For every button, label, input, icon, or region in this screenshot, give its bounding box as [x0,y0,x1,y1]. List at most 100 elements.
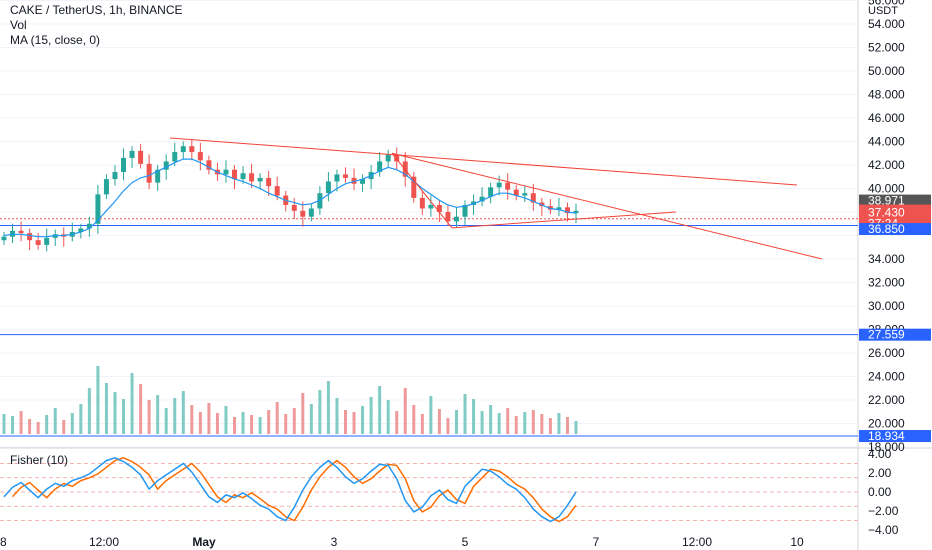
volume-bar [523,412,527,434]
price-badge-label: 27.559 [868,328,905,342]
time-tick-label: 7 [593,535,600,549]
price-badge [859,223,931,236]
candle-body [411,176,417,198]
price-tick-label: 56.000 [868,0,905,8]
symbol-legend[interactable]: CAKE / TetherUS, 1h, BINANCE [10,3,183,17]
volume-bar [369,397,373,434]
time-tick-label: 28 [0,535,7,549]
price-badge [859,194,931,207]
candle-body [197,152,203,161]
time-tick-label: 12:00 [682,535,712,549]
candle-body [488,187,494,197]
volume-bar [378,386,382,434]
candle-body [121,157,127,173]
volume-bar [87,388,91,434]
time-axis[interactable]: 28 12:00 May 3 5 7 12:00 10 [0,535,804,549]
volume-bar [139,384,143,434]
volume-legend[interactable]: Vol [10,18,27,32]
volume-bar [343,410,347,434]
volume-bar [258,417,262,434]
unit-label: USDT [868,5,898,17]
volume-bar [173,398,177,434]
candle-body [206,160,212,170]
candle-body [377,161,383,173]
time-tick-label: 10 [790,535,804,549]
volume-bar [506,408,510,434]
price-tick-label: 34.000 [868,252,905,266]
candle-body [163,161,169,170]
candle-body [436,204,442,212]
horizontal-lines[interactable] [0,218,858,437]
fisher-tick-label: 4.00 [868,447,892,461]
ma-polyline [3,158,577,238]
candle-body [334,174,340,182]
volume-bar [267,410,271,434]
candle-body [479,196,485,202]
price-tick-label: 32.000 [868,276,905,290]
fisher-line [3,456,577,523]
volume-bar [437,409,441,434]
candle-body [505,182,511,190]
candle-body [155,169,161,183]
volume-bar [207,403,211,434]
ma-line [3,158,577,238]
trend-lines[interactable] [169,137,823,260]
price-tick-label: 52.000 [868,41,905,55]
candle-body [240,173,246,180]
price-tick-label: 48.000 [868,88,905,102]
time-tick-label: 3 [331,535,338,549]
candle-body [564,207,570,214]
candle-body [232,169,238,180]
price-tick-label: 26.000 [868,346,905,360]
volume-bar [53,408,57,434]
price-tick-label: 24.000 [868,370,905,384]
volume-bar [156,395,160,434]
volume-bar [386,400,390,434]
fisher-pane [0,456,858,523]
volume-bar [147,400,151,434]
fisher-tick-label: 0.00 [868,485,892,499]
volume-bar [164,408,168,434]
price-badge-label: 18.934 [868,429,905,443]
volume-bar [361,406,365,434]
volume-bar [429,396,433,434]
fisher-axis[interactable]: 4.00 2.00 0.00 −2.00 −4.00 [868,447,899,537]
volume-bar [250,415,254,434]
volume-bar [198,412,202,434]
price-tick-label: 42.000 [868,158,905,172]
price-tick-label: 20.000 [868,417,905,431]
volume-bar [446,418,450,434]
volume-bar [36,422,40,434]
fisher-tick-label: 2.00 [868,466,892,480]
trendline-lower-long [391,152,823,260]
candle-body [274,186,280,196]
volume-bar [215,413,219,434]
price-badge-label: 38.971 [868,194,905,208]
candle-body [112,172,118,180]
candle-body [1,236,7,241]
candle-body [172,152,178,162]
candle-body [44,237,50,245]
volume-bar [275,402,279,434]
price-badge-label: 37.430 [868,206,905,220]
candle-body [513,189,519,196]
volume-bar [241,412,245,434]
candle-body [189,146,195,153]
volume-bar [292,408,296,434]
price-tick-label: 18.000 [868,440,905,454]
candle-body [223,169,229,175]
volume-bar [28,419,32,434]
fisher-tick-label: −4.00 [868,523,899,537]
volume-bar [454,410,458,434]
volume-bar [480,411,484,434]
price-tick-label: 22.000 [868,393,905,407]
fisher-legend[interactable]: Fisher (10) [10,453,69,467]
ma-legend[interactable]: MA (15, close, 0) [10,33,101,47]
volume-bar [224,406,228,434]
candle-body [103,179,109,195]
candle-body [453,216,459,222]
volume-bar [514,416,518,434]
